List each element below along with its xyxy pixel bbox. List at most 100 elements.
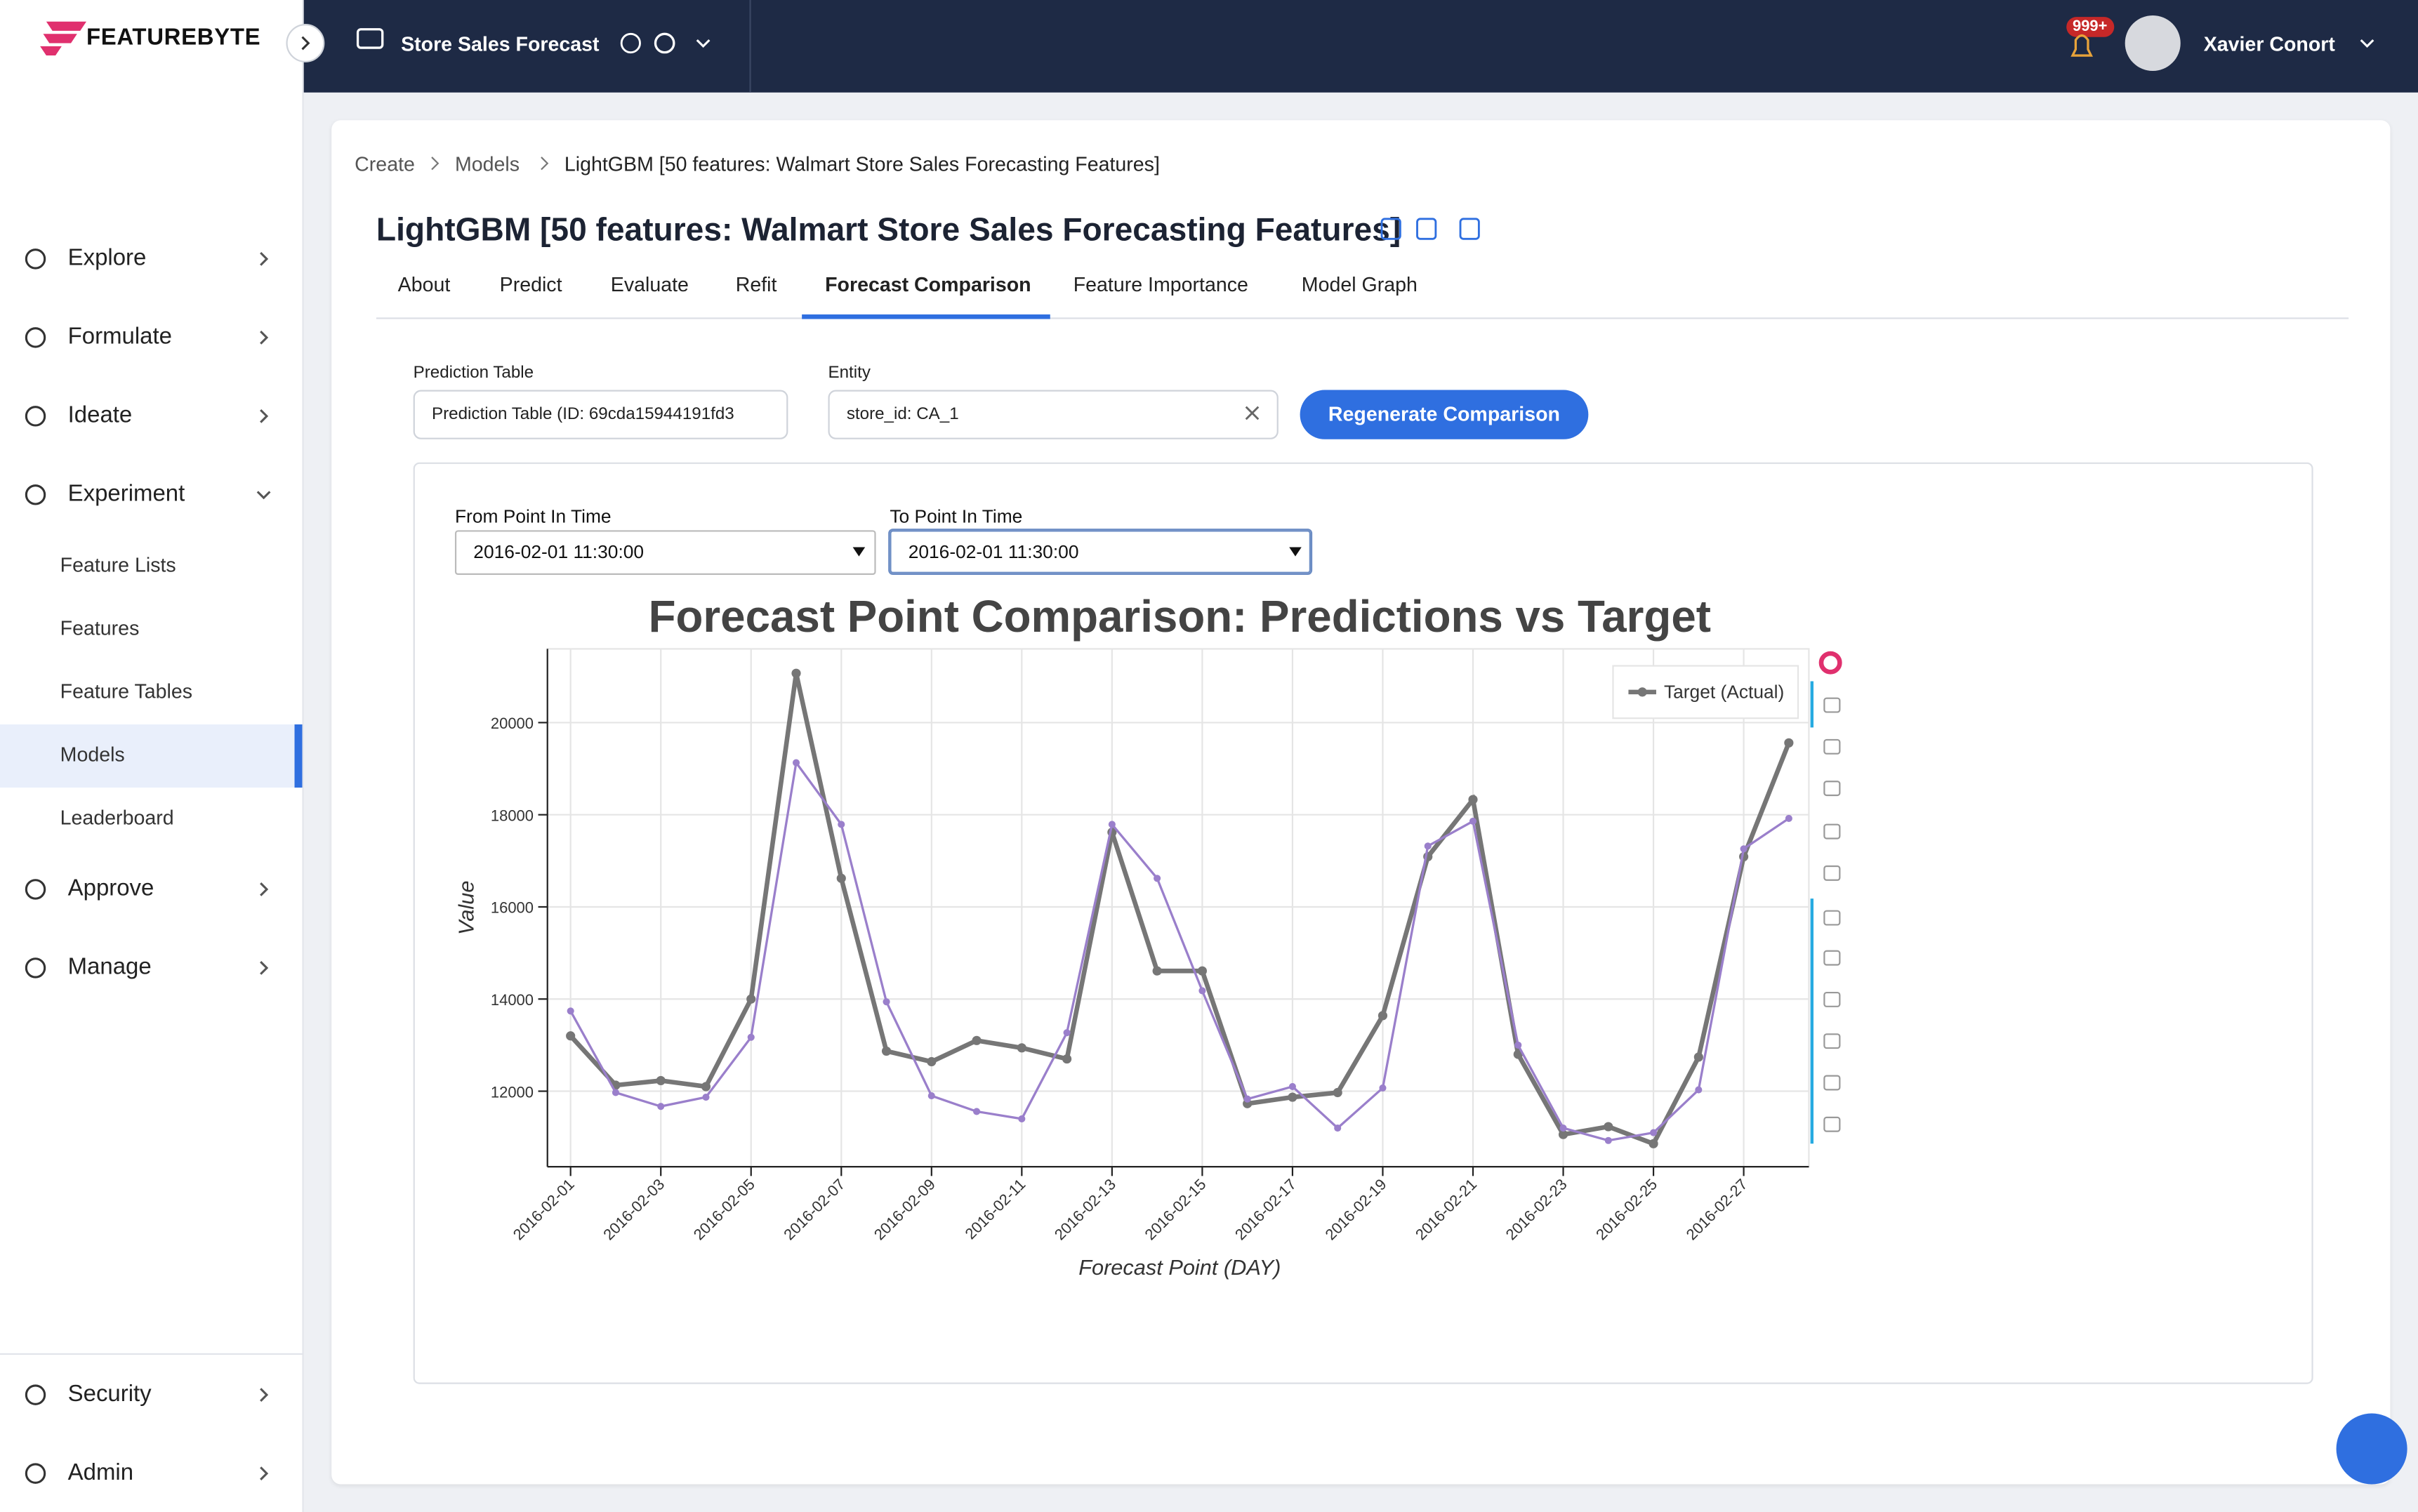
nav-item[interactable]: Explore [67, 245, 147, 272]
button[interactable]: Regenerate Comparison [1300, 390, 1589, 439]
datetime-select[interactable]: 2016-02-01 11:30:00 [890, 530, 1311, 573]
toolbar-icon [1823, 1033, 1841, 1049]
nav-item[interactable]: Formulate [67, 324, 172, 350]
title-action-icon [1459, 218, 1480, 240]
active-nav-bar [294, 724, 303, 788]
project-divider [749, 0, 751, 93]
x-tick-label: 2016-02-17 [1231, 1175, 1300, 1243]
nav-item[interactable]: Ideate [67, 402, 133, 429]
nav-divider [0, 1353, 303, 1355]
x-tick-label: 2016-02-11 [962, 1175, 1029, 1242]
tab[interactable]: Forecast Comparison [825, 272, 1031, 296]
nav-icon [25, 1463, 46, 1484]
chevron [301, 36, 310, 51]
data-point [1514, 1041, 1522, 1049]
data-point [1784, 738, 1794, 748]
x-tick-label: 2016-02-01 [510, 1175, 578, 1243]
sub-nav-item[interactable]: Features [60, 616, 140, 640]
chart-panel [413, 462, 2313, 1384]
nav-item[interactable]: Experiment [67, 481, 185, 508]
sub-nav-item[interactable]: Feature Tables [60, 679, 193, 703]
x-tick-label: 2016-02-23 [1502, 1175, 1571, 1243]
series-line [569, 672, 1791, 1147]
logo-mark [40, 21, 87, 56]
data-point [973, 1108, 981, 1115]
title-action-icon [1380, 218, 1401, 240]
tab[interactable]: Feature Importance [1073, 272, 1248, 296]
chevron [260, 409, 269, 423]
collapse-button [286, 24, 325, 62]
data-point [1649, 1139, 1658, 1148]
chevron [260, 252, 269, 266]
data-point [1558, 1129, 1568, 1139]
nav-item[interactable]: Manage [67, 954, 152, 981]
data-point [927, 1056, 937, 1067]
data-point [566, 1031, 576, 1041]
data-point [1604, 1122, 1613, 1132]
field-label: To Point In Time [890, 505, 1023, 527]
sub-nav-item[interactable]: Feature Lists [60, 553, 176, 577]
tab[interactable]: Evaluate [610, 272, 689, 296]
notification-badge: 999+ [2066, 17, 2114, 37]
toolbar-logo [1818, 651, 1842, 675]
data-point [1650, 1129, 1658, 1136]
x-tick-label: 2016-02-25 [1592, 1175, 1660, 1243]
chevron [260, 1388, 269, 1402]
chevron [260, 961, 269, 975]
user-name: Xavier Conort [2203, 32, 2335, 56]
project-name: Store Sales Forecast [401, 32, 600, 56]
chevron [256, 491, 271, 500]
data-point [1017, 1043, 1026, 1053]
data-point [881, 1046, 892, 1056]
y-tick-label: 20000 [491, 715, 534, 732]
y-tick-label: 14000 [491, 991, 534, 1009]
breadcrumb-item: LightGBM [50 features: Walmart Store Sal… [564, 152, 1160, 176]
x-tick-label: 2016-02-15 [1141, 1175, 1209, 1243]
data-point [1062, 1054, 1072, 1064]
sub-nav-item[interactable]: Leaderboard [60, 806, 174, 830]
data-point [612, 1089, 619, 1096]
data-point [656, 1075, 666, 1086]
avatar [2125, 15, 2181, 72]
tab[interactable]: About [397, 272, 451, 296]
select[interactable]: Prediction Table (ID: 69cda15944191fd3 [413, 390, 788, 439]
sub-nav-item[interactable]: Models [60, 743, 125, 767]
nav-item[interactable]: Approve [67, 875, 154, 902]
y-tick-label: 18000 [491, 807, 534, 824]
toolbar-icon [1823, 781, 1841, 797]
nav-icon [25, 957, 46, 979]
chevron [696, 39, 711, 48]
x-tick-label: 2016-02-13 [1051, 1175, 1119, 1243]
chevron [260, 882, 269, 896]
legend-label: Target (Actual) [1664, 682, 1784, 703]
nav-item[interactable]: Admin [67, 1459, 134, 1486]
page-title: LightGBM [50 features: Walmart Store Sal… [376, 213, 1401, 248]
tab[interactable]: Model Graph [1301, 272, 1418, 296]
dropdown-arrow [852, 547, 866, 557]
tab[interactable]: Predict [499, 272, 562, 296]
breadcrumb-item[interactable]: Create [355, 152, 415, 176]
nav-icon [25, 879, 46, 900]
nav-item[interactable]: Security [67, 1381, 152, 1407]
x-axis-label: Forecast Point (DAY) [1078, 1255, 1281, 1280]
toolbar-icon [1823, 697, 1841, 713]
data-point [792, 759, 800, 767]
x-tick-label: 2016-02-21 [1412, 1175, 1480, 1243]
chevron [2360, 39, 2374, 48]
data-point [1468, 795, 1478, 804]
chevron [260, 330, 269, 345]
data-point [1333, 1087, 1342, 1098]
nav-icon [25, 327, 46, 348]
help-button [2336, 1413, 2407, 1485]
data-point [791, 668, 801, 678]
breadcrumb-item[interactable]: Models [454, 152, 520, 176]
nav-icon [25, 248, 46, 270]
settings-icon [654, 32, 675, 54]
toolbar-icon [1823, 865, 1841, 881]
series-line [569, 760, 1790, 1142]
tab[interactable]: Refit [735, 272, 777, 296]
select[interactable]: store_id: CA_1 [828, 390, 1279, 439]
toolbar-icon [1823, 1075, 1841, 1091]
data-point [883, 998, 890, 1006]
datetime-select[interactable]: 2016-02-01 11:30:00 [454, 530, 876, 576]
